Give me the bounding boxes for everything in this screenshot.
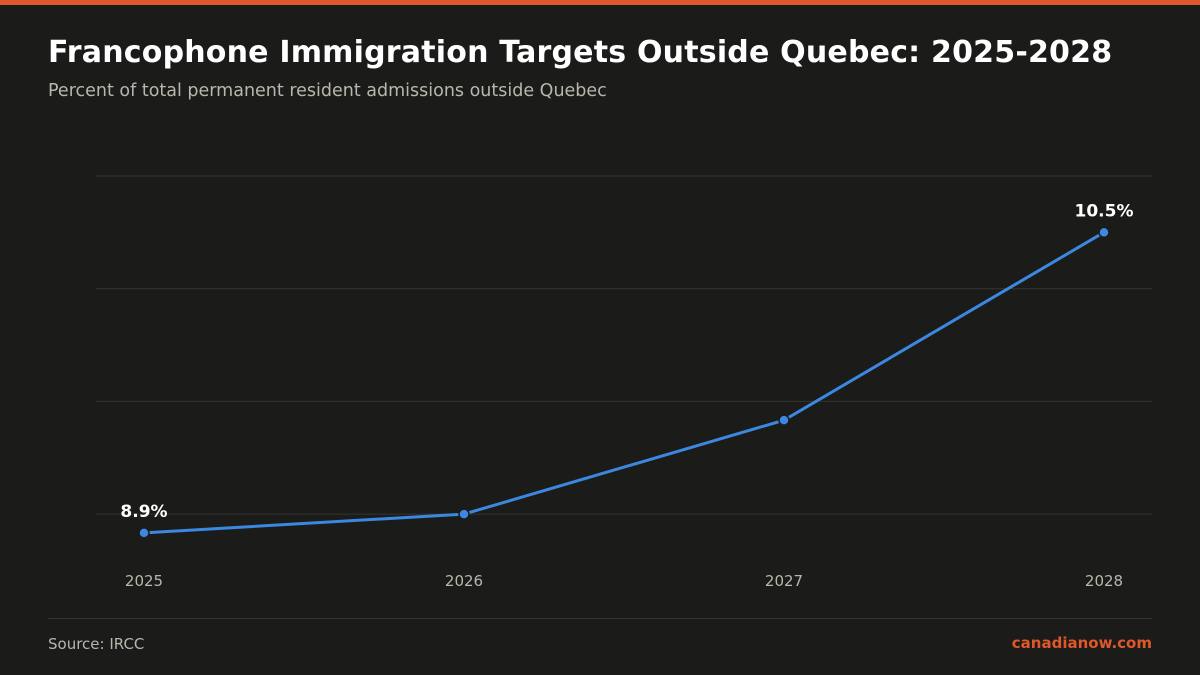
data-point (458, 508, 470, 520)
x-tick-label: 2027 (765, 572, 803, 590)
data-label: 8.9% (120, 502, 167, 522)
data-point (778, 414, 790, 426)
x-tick-label: 2025 (125, 572, 163, 590)
chart-subtitle: Percent of total permanent resident admi… (48, 81, 607, 101)
x-tick-label: 2026 (445, 572, 483, 590)
x-tick-label: 2028 (1085, 572, 1123, 590)
chart-title: Francophone Immigration Targets Outside … (48, 35, 1113, 70)
accent-top-bar (0, 0, 1200, 5)
data-labels: 8.9% 10.5% (120, 201, 1133, 522)
data-label: 10.5% (1075, 201, 1134, 221)
series-line (142, 230, 1106, 535)
brand-link[interactable]: canadianow.com (1011, 634, 1152, 652)
source-note: Source: IRCC (48, 635, 145, 653)
data-points (138, 226, 1110, 539)
data-point (138, 527, 150, 539)
data-point (1098, 226, 1110, 239)
series-line-group (142, 230, 1106, 535)
x-axis-ticks: 2025 2026 2027 2028 (125, 572, 1123, 590)
footer-divider (48, 618, 1152, 619)
gridlines (96, 175, 1152, 515)
